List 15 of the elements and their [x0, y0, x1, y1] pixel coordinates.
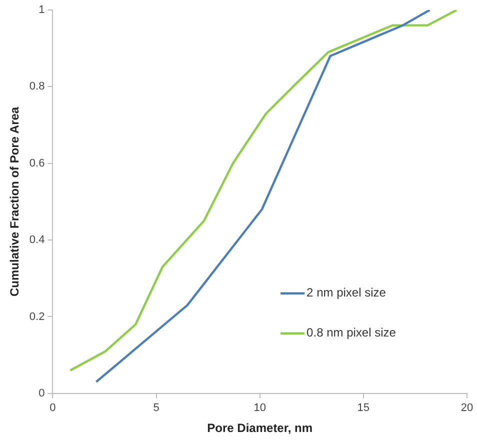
y-tick-label: 0.8	[29, 80, 45, 93]
x-axis-title: Pore Diameter, nm	[207, 421, 313, 436]
x-tick-label: 20	[460, 402, 474, 414]
y-tick-label: 0	[38, 387, 45, 400]
y-tick-label: 0.2	[29, 310, 45, 323]
x-tick-label: 5	[153, 402, 160, 414]
x-tick-label: 0	[50, 402, 56, 414]
y-axis-title: Cumulative Fraction of Pore Area	[8, 106, 22, 297]
y-tick-label: 0.4	[29, 234, 45, 246]
y-tick-label: 0.6	[29, 157, 45, 170]
y-tick-label: 1	[38, 4, 45, 16]
x-tick-label: 10	[254, 402, 266, 414]
x-tick-label: 15	[357, 402, 370, 414]
legend-label: 2 nm pixel size	[306, 286, 386, 300]
legend-label: 0.8 nm pixel size	[306, 326, 396, 340]
